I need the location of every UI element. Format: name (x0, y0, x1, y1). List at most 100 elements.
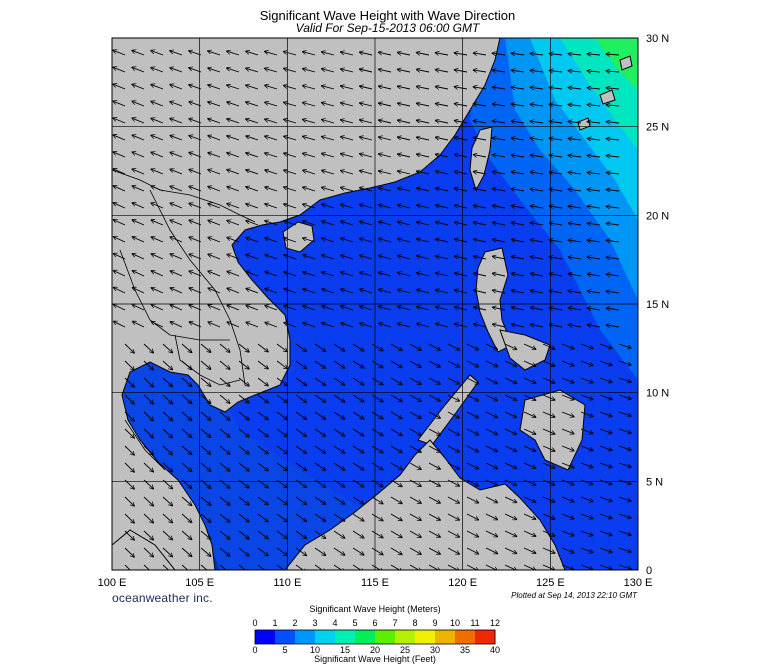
wave-arrow (447, 530, 460, 537)
wave-arrow (303, 255, 316, 260)
colorbar-feet-label: 25 (400, 645, 410, 655)
wave-arrow (416, 290, 430, 294)
wave-arrow (485, 377, 498, 384)
wave-arrow (200, 564, 211, 570)
wave-arrow (227, 153, 240, 158)
wave-arrow (189, 203, 202, 209)
wave-arrow (359, 86, 373, 90)
wave-arrow (523, 479, 536, 485)
colorbar-meter-label: 7 (392, 618, 397, 628)
wave-arrow (549, 155, 563, 157)
wave-arrow (435, 307, 449, 311)
wave-arrow (568, 121, 582, 123)
wave-arrow (618, 462, 631, 467)
wave-arrow (333, 530, 345, 538)
wave-arrow (397, 154, 411, 158)
wave-arrow (492, 70, 506, 72)
wave-arrow (143, 496, 154, 506)
wave-arrow (284, 136, 297, 141)
wave-arrow (549, 291, 563, 293)
wave-arrow (485, 445, 498, 452)
wave-arrow (492, 87, 506, 89)
wave-arrow (322, 323, 335, 328)
wave-arrow (618, 394, 631, 399)
wave-arrow (303, 187, 316, 192)
wave-arrow (143, 513, 154, 523)
wave-arrow (143, 394, 154, 404)
wave-arrow (276, 479, 287, 488)
wave-arrow (473, 307, 487, 311)
wave-arrow (409, 411, 421, 418)
wave-arrow (416, 154, 430, 158)
wave-arrow (113, 304, 126, 311)
wave-arrow (143, 564, 154, 570)
wave-arrow (435, 154, 449, 158)
wave-arrow (568, 291, 582, 293)
lat-tick-label: 25 N (646, 122, 669, 134)
wave-arrow (200, 530, 211, 539)
wave-arrow (523, 547, 536, 553)
wave-arrow (200, 360, 211, 369)
wave-arrow (151, 135, 164, 141)
wave-arrow (530, 155, 544, 157)
wave-arrow (151, 186, 164, 192)
wave-arrow (511, 240, 525, 243)
wave-arrow (284, 119, 297, 124)
wave-arrow (511, 87, 525, 89)
wave-arrow (371, 479, 383, 487)
wave-arrow (227, 254, 240, 260)
wave-arrow (322, 170, 335, 175)
wave-arrow (314, 411, 326, 419)
wave-arrow (257, 547, 268, 556)
wave-arrow (454, 273, 468, 277)
wave-arrow (276, 564, 287, 570)
wave-arrow (340, 69, 354, 73)
colorbar-cell (275, 630, 296, 644)
wave-arrow (227, 204, 240, 209)
wave-arrow (113, 271, 126, 277)
wave-arrow (561, 411, 574, 417)
wave-arrow (371, 547, 383, 555)
lon-tick-label: 115 E (361, 577, 389, 589)
wave-arrow (416, 86, 430, 90)
wave-arrow (447, 496, 460, 503)
wave-arrow (113, 254, 126, 260)
wave-arrow (390, 496, 402, 504)
wave-arrow (416, 256, 430, 260)
wave-arrow (606, 223, 620, 225)
wave-arrow (265, 187, 278, 192)
wave-arrow (549, 138, 563, 140)
wave-arrow (124, 445, 134, 455)
wave-arrow (352, 479, 364, 487)
colorbar-cell (415, 630, 436, 644)
wave-arrow (561, 479, 574, 485)
wave-arrow (162, 479, 173, 489)
wave-arrow (333, 479, 345, 487)
wave-arrow (208, 119, 221, 124)
wave-arrow (473, 222, 487, 226)
wave-arrow (409, 360, 421, 367)
wave-arrow (265, 305, 278, 311)
wave-arrow (447, 547, 460, 554)
wave-arrow (606, 190, 620, 192)
wave-arrow (276, 547, 287, 556)
wave-arrow (599, 411, 612, 416)
wave-arrow (523, 411, 536, 417)
wave-arrow (549, 325, 563, 328)
wave-arrow (599, 377, 612, 382)
wave-arrow (246, 221, 259, 226)
wave-arrow (511, 121, 525, 123)
wave-arrow (390, 445, 402, 453)
wave-arrow (447, 411, 460, 418)
wave-arrow (162, 343, 173, 353)
wave-arrow (322, 238, 335, 243)
wave-arrow (561, 462, 574, 468)
ryukyu-islet (599, 89, 616, 105)
wave-arrow (504, 462, 517, 469)
wave-arrow (295, 377, 307, 386)
wave-arrow (276, 428, 287, 437)
wave-arrow (295, 343, 307, 352)
wave-arrow (428, 564, 440, 570)
wave-arrow (561, 496, 574, 502)
wave-arrow (322, 306, 335, 311)
